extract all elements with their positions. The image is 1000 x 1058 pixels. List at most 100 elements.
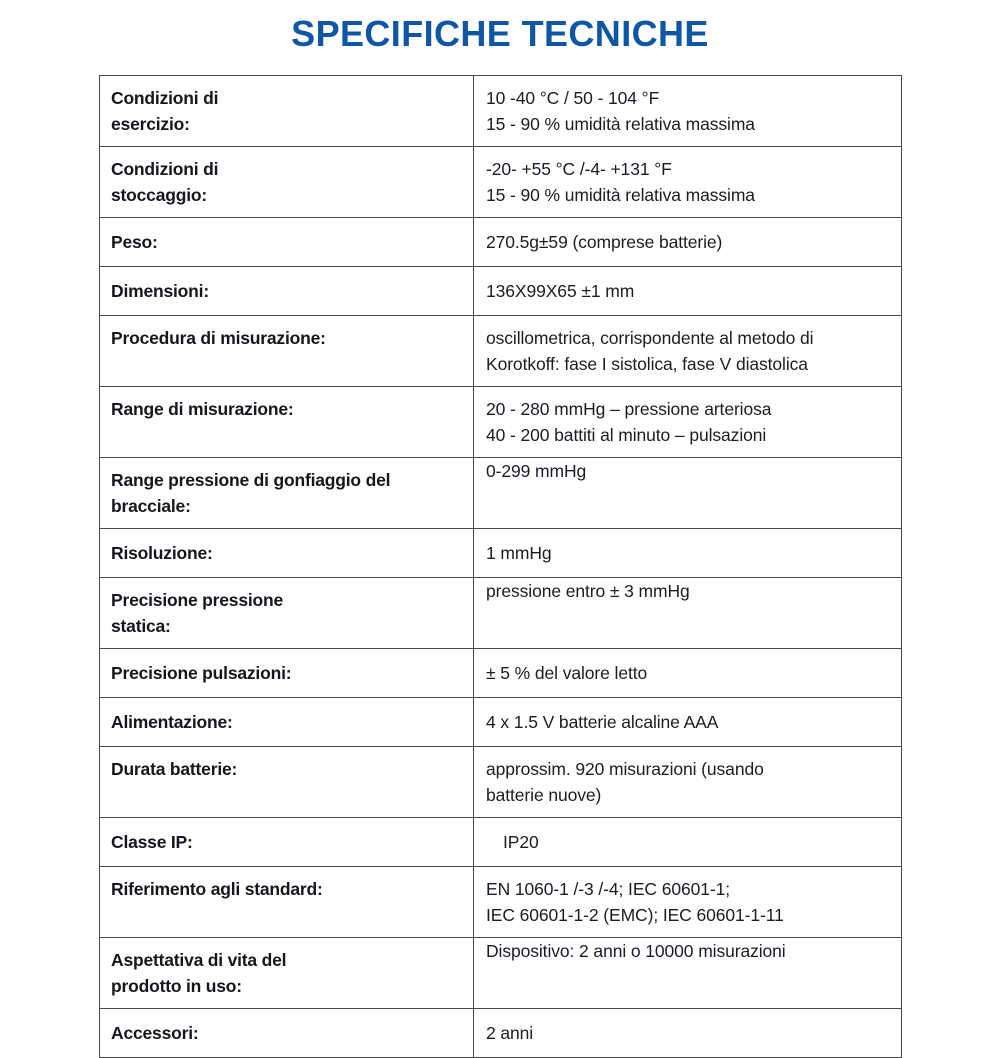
spec-label-line: Procedura di misurazione: xyxy=(111,328,326,348)
table-row: Range pressione di gonfiaggio del braccia… xyxy=(99,457,902,529)
spec-value: 1 mmHg xyxy=(474,529,901,577)
table-row: Riferimento agli standard: EN 1060-1 /-3 … xyxy=(99,866,902,938)
spec-value-cell: 136X99X65 ±1 mm xyxy=(473,266,902,316)
spec-label-line: Range pressione di gonfiaggio del xyxy=(111,470,391,490)
spec-value-line: 270.5g±59 (comprese batterie) xyxy=(486,232,723,252)
spec-value: -20- +55 °C /-4- +131 °F 15 - 90 % umidit… xyxy=(474,147,901,217)
spec-value-cell: 0-299 mmHg xyxy=(473,457,902,529)
spec-label: Aspettativa di vita del prodotto in uso: xyxy=(100,938,473,1008)
spec-label-line: Alimentazione: xyxy=(111,712,233,732)
spec-label-cell: Precisione pulsazioni: xyxy=(99,648,474,698)
spec-value-cell: pressione entro ± 3 mmHg xyxy=(473,577,902,649)
spec-label-cell: Accessori: xyxy=(99,1008,474,1058)
spec-label-cell: Dimensioni: xyxy=(99,266,474,316)
spec-value: Dispositivo: 2 anni o 10000 misurazioni xyxy=(474,938,901,964)
spec-value-line: oscillometrica, corrispondente al metodo… xyxy=(486,328,814,348)
spec-value-line: 1 mmHg xyxy=(486,543,552,563)
spec-label-line: stoccaggio: xyxy=(111,185,208,205)
spec-value: 0-299 mmHg xyxy=(474,458,901,484)
spec-value-line: batterie nuove) xyxy=(486,785,602,805)
spec-label: Durata batterie: xyxy=(100,747,473,791)
spec-value: 2 anni xyxy=(474,1009,901,1057)
spec-label: Precisione pulsazioni: xyxy=(100,649,473,697)
table-row: Dimensioni: 136X99X65 ±1 mm xyxy=(99,266,902,316)
spec-value-line: ± 5 % del valore letto xyxy=(486,663,648,683)
spec-value: 136X99X65 ±1 mm xyxy=(474,267,901,315)
table-row: Aspettativa di vita del prodotto in uso: D… xyxy=(99,937,902,1009)
spec-value-cell: Dispositivo: 2 anni o 10000 misurazioni xyxy=(473,937,902,1009)
table-row: Peso: 270.5g±59 (comprese batterie) xyxy=(99,217,902,267)
spec-value: EN 1060-1 /-3 /-4; IEC 60601-1; IEC 60601… xyxy=(474,867,901,937)
table-row: Durata batterie: approssim. 920 misurazio… xyxy=(99,746,902,818)
spec-value-line: pressione entro ± 3 mmHg xyxy=(486,581,690,601)
spec-value-line: -20- +55 °C /-4- +131 °F xyxy=(486,159,672,179)
spec-value-cell: 4 x 1.5 V batterie alcaline AAA xyxy=(473,697,902,747)
spec-label-line: Classe IP: xyxy=(111,832,193,852)
spec-value-line: Korotkoff: fase I sistolica, fase V dias… xyxy=(486,354,808,374)
spec-label-cell: Peso: xyxy=(99,217,474,267)
table-row: Accessori: 2 anni xyxy=(99,1008,902,1058)
spec-label-line: prodotto in uso: xyxy=(111,976,242,996)
spec-value-cell: oscillometrica, corrispondente al metodo… xyxy=(473,315,902,387)
spec-value-cell: -20- +55 °C /-4- +131 °F 15 - 90 % umidit… xyxy=(473,146,902,218)
spec-value: approssim. 920 misurazioni (usando batter… xyxy=(474,747,901,817)
spec-value-cell: 20 - 280 mmHg – pressione arteriosa 40 - … xyxy=(473,386,902,458)
spec-label: Risoluzione: xyxy=(100,529,473,577)
spec-label-line: Precisione pressione xyxy=(111,590,284,610)
spec-value-line: 15 - 90 % umidità relativa massima xyxy=(486,114,755,134)
spec-value-line: 0-299 mmHg xyxy=(486,461,587,481)
spec-label: Peso: xyxy=(100,218,473,266)
spec-label: Procedura di misurazione: xyxy=(100,316,473,360)
spec-label-line: Durata batterie: xyxy=(111,759,238,779)
spec-label: Condizioni di esercizio: xyxy=(100,76,473,146)
spec-value: ± 5 % del valore letto xyxy=(474,649,901,697)
spec-value-cell: 10 -40 °C / 50 - 104 °F 15 - 90 % umidità… xyxy=(473,75,902,147)
spec-label-line: Riferimento agli standard: xyxy=(111,879,323,899)
spec-value-line: Dispositivo: 2 anni o 10000 misurazioni xyxy=(486,941,786,961)
spec-value-line: 4 x 1.5 V batterie alcaline AAA xyxy=(486,712,719,732)
table-row: Procedura di misurazione: oscillometrica,… xyxy=(99,315,902,387)
spec-value-line: 20 - 280 mmHg – pressione arteriosa xyxy=(486,399,772,419)
spec-label-cell: Procedura di misurazione: xyxy=(99,315,474,387)
spec-label-cell: Condizioni di stoccaggio: xyxy=(99,146,474,218)
spec-label-line: bracciale: xyxy=(111,496,191,516)
spec-label-line: Range di misurazione: xyxy=(111,399,294,419)
table-row: Precisione pulsazioni: ± 5 % del valore l… xyxy=(99,648,902,698)
table-row: Alimentazione: 4 x 1.5 V batterie alcalin… xyxy=(99,697,902,747)
spec-label-cell: Precisione pressione statica: xyxy=(99,577,474,649)
spec-value-cell: 1 mmHg xyxy=(473,528,902,578)
spec-value-cell: EN 1060-1 /-3 /-4; IEC 60601-1; IEC 60601… xyxy=(473,866,902,938)
spec-value: 20 - 280 mmHg – pressione arteriosa 40 - … xyxy=(474,387,901,457)
spec-value-line: approssim. 920 misurazioni (usando xyxy=(486,759,764,779)
spec-value: 270.5g±59 (comprese batterie) xyxy=(474,218,901,266)
spec-label-line: Dimensioni: xyxy=(111,281,209,301)
spec-value: oscillometrica, corrispondente al metodo… xyxy=(474,316,901,386)
spec-label-line: Risoluzione: xyxy=(111,543,213,563)
technical-specifications-table: Condizioni di esercizio: 10 -40 °C / 50 - … xyxy=(99,75,902,1058)
spec-label-line: Condizioni di xyxy=(111,159,219,179)
spec-label-cell: Risoluzione: xyxy=(99,528,474,578)
spec-label-cell: Durata batterie: xyxy=(99,746,474,818)
spec-label-line: Aspettativa di vita del xyxy=(111,950,287,970)
spec-label: Range di misurazione: xyxy=(100,387,473,431)
spec-value-cell: ± 5 % del valore letto xyxy=(473,648,902,698)
spec-value-line: IP20 xyxy=(503,832,539,852)
spec-value-cell: IP20 xyxy=(473,817,902,867)
spec-label-cell: Aspettativa di vita del prodotto in uso: xyxy=(99,937,474,1009)
spec-label-line: Precisione pulsazioni: xyxy=(111,663,292,683)
table-row: Range di misurazione: 20 - 280 mmHg – pre… xyxy=(99,386,902,458)
spec-label-line: Accessori: xyxy=(111,1023,199,1043)
spec-label: Riferimento agli standard: xyxy=(100,867,473,911)
spec-label-line: Condizioni di xyxy=(111,88,219,108)
table-row: Condizioni di esercizio: 10 -40 °C / 50 - … xyxy=(99,75,902,147)
spec-label: Condizioni di stoccaggio: xyxy=(100,147,473,217)
spec-label-line: Peso: xyxy=(111,232,158,252)
spec-value-cell: 270.5g±59 (comprese batterie) xyxy=(473,217,902,267)
table-body: Condizioni di esercizio: 10 -40 °C / 50 - … xyxy=(99,75,902,1058)
spec-value: 10 -40 °C / 50 - 104 °F 15 - 90 % umidità… xyxy=(474,76,901,146)
spec-value-cell: 2 anni xyxy=(473,1008,902,1058)
page-title: SPECIFICHE TECNICHE xyxy=(291,13,709,54)
spec-label: Dimensioni: xyxy=(100,267,473,315)
spec-value-line: EN 1060-1 /-3 /-4; IEC 60601-1; xyxy=(486,879,730,899)
spec-label-line: statica: xyxy=(111,616,171,636)
